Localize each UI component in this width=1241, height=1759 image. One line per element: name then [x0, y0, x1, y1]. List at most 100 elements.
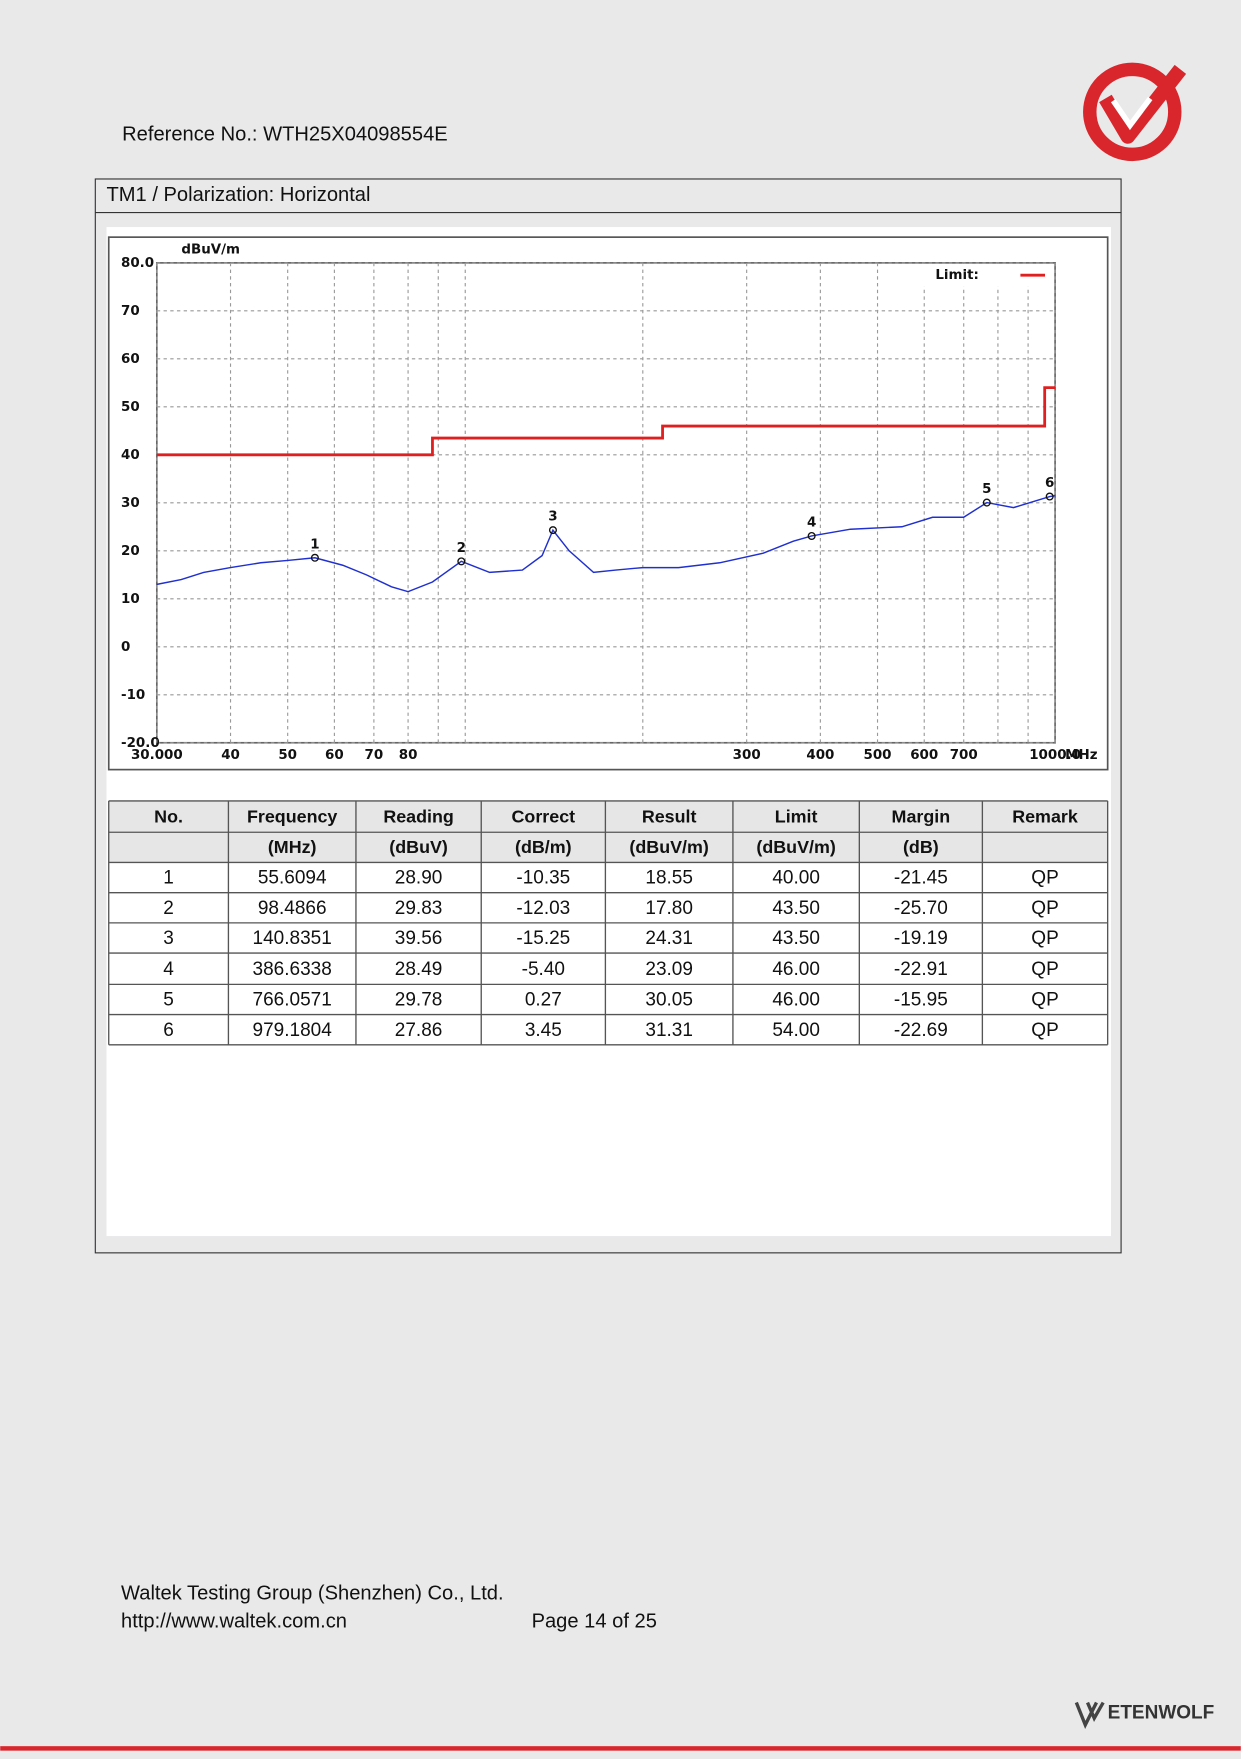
results-table: No. Frequency Reading Correct Result Limit Mar…: [108, 800, 1109, 1046]
x-tick-label: 30.000: [131, 748, 183, 763]
footer-url: http://www.waltek.com.cn: [121, 1610, 347, 1632]
legend-box: [921, 263, 1050, 287]
peak-label: 5: [982, 482, 991, 497]
table-cell: 24.31: [645, 928, 693, 949]
x-tick-label: 300: [733, 748, 761, 763]
table-cell: 39.56: [395, 928, 443, 949]
peak-label: 4: [807, 516, 816, 531]
table-cell: 43.50: [772, 898, 820, 919]
table-cell: -19.19: [894, 928, 948, 949]
table-cell: 18.55: [645, 868, 693, 889]
x-tick-label: 80: [399, 748, 418, 763]
table-cell: 27.86: [395, 1020, 443, 1041]
reference-no: Reference No.: WTH25X04098554E: [122, 124, 448, 146]
table-cell: 40.00: [772, 868, 820, 889]
y-tick-label: 70: [121, 304, 140, 319]
y-tick-label: 50: [121, 400, 140, 415]
peak-marker: [548, 526, 557, 535]
table-cell: 46.00: [772, 990, 820, 1011]
x-tick-label: 60: [325, 748, 344, 763]
y-tick-label: -20.0: [121, 736, 160, 751]
x-tick-label: 600: [910, 748, 938, 763]
table-header-cell: Frequency: [247, 806, 337, 826]
limit-line: [156, 386, 1056, 457]
x-tick-label: 70: [365, 748, 384, 763]
table-cell: QP: [1031, 928, 1058, 949]
table-cell: 29.83: [395, 898, 443, 919]
table-cell: 766.0571: [253, 990, 332, 1011]
footer-brand: ETENWOLF: [1108, 1703, 1215, 1724]
x-tick-label: 50: [278, 748, 297, 763]
table-header-cell: Margin: [892, 806, 951, 826]
table-cell: -15.95: [894, 990, 948, 1011]
table-cell: 3: [163, 928, 174, 949]
y-tick-label: -10: [121, 688, 145, 703]
footer-page: Page 14 of 25: [532, 1610, 657, 1632]
x-axis-unit: MHz: [1065, 748, 1098, 763]
table-cell: -25.70: [894, 898, 948, 919]
table-cell: 979.1804: [253, 1020, 333, 1041]
table-cell: 140.8351: [253, 928, 332, 949]
peak-marker: [457, 557, 466, 566]
table-cell: 6: [163, 1020, 174, 1041]
table-cell: 55.6094: [258, 868, 327, 889]
table-header-cell: Limit: [775, 806, 818, 826]
y-tick-label: 40: [121, 448, 140, 463]
table-cell: -22.91: [894, 959, 948, 980]
y-tick-label: 10: [121, 592, 140, 607]
section-title: TM1 / Polarization: Horizontal: [106, 184, 370, 206]
x-tick-label: 400: [806, 748, 834, 763]
brand-icon: [1074, 1701, 1105, 1730]
table-cell: 3.45: [525, 1020, 562, 1041]
peak-label: 6: [1045, 476, 1054, 491]
table-cell: 17.80: [645, 898, 693, 919]
table-header-cell: Result: [642, 806, 697, 826]
y-tick-label: 0: [121, 640, 130, 655]
table-cell: 30.05: [645, 990, 693, 1011]
table-cell: 46.00: [772, 959, 820, 980]
table-cell: -22.69: [894, 1020, 948, 1041]
peak-marker: [982, 498, 991, 507]
y-tick-label: 20: [121, 544, 140, 559]
section-box: [94, 178, 1122, 1254]
table-cell: QP: [1031, 898, 1058, 919]
table-cell: 31.31: [645, 1020, 693, 1041]
footer-company: Waltek Testing Group (Shenzhen) Co., Ltd…: [121, 1582, 504, 1604]
y-tick-label: 80.0: [121, 256, 154, 271]
table-unit-cell: (dBuV/m): [756, 837, 835, 857]
table-cell: -10.35: [516, 868, 570, 889]
table-cell: 28.49: [395, 959, 443, 980]
table-cell: 54.00: [772, 1020, 820, 1041]
table-header-cell: Reading: [383, 806, 454, 826]
x-tick-label: 500: [864, 748, 892, 763]
table-cell: QP: [1031, 959, 1058, 980]
table-cell: 1: [163, 868, 174, 889]
table-cell: -15.25: [516, 928, 570, 949]
table-cell: QP: [1031, 990, 1058, 1011]
table-cell: -5.40: [522, 959, 565, 980]
table-cell: 5: [163, 990, 174, 1011]
table-unit-cell: (dB/m): [515, 837, 572, 857]
table-unit-cell: (dBuV/m): [629, 837, 708, 857]
trace-line: [156, 494, 1056, 593]
table-cell: 0.27: [525, 990, 562, 1011]
table-cell: -21.45: [894, 868, 948, 889]
peak-label: 3: [548, 510, 557, 525]
table-cell: 29.78: [395, 990, 443, 1011]
table-header-cell: Correct: [512, 806, 576, 826]
x-tick-label: 700: [950, 748, 978, 763]
table-unit-cell: (MHz): [268, 837, 317, 857]
x-tick-label: 40: [221, 748, 240, 763]
table-cell: 2: [163, 898, 174, 919]
peak-label: 1: [310, 537, 319, 552]
table-cell: QP: [1031, 1020, 1058, 1041]
table-cell: 98.4866: [258, 898, 327, 919]
table-cell: 386.6338: [253, 959, 332, 980]
table-cell: 23.09: [645, 959, 693, 980]
table-cell: 28.90: [395, 868, 443, 889]
peak-marker: [310, 553, 319, 562]
table-header-cell: No.: [154, 806, 183, 826]
table-unit-cell: (dB): [903, 837, 939, 857]
table-cell: 43.50: [772, 928, 820, 949]
